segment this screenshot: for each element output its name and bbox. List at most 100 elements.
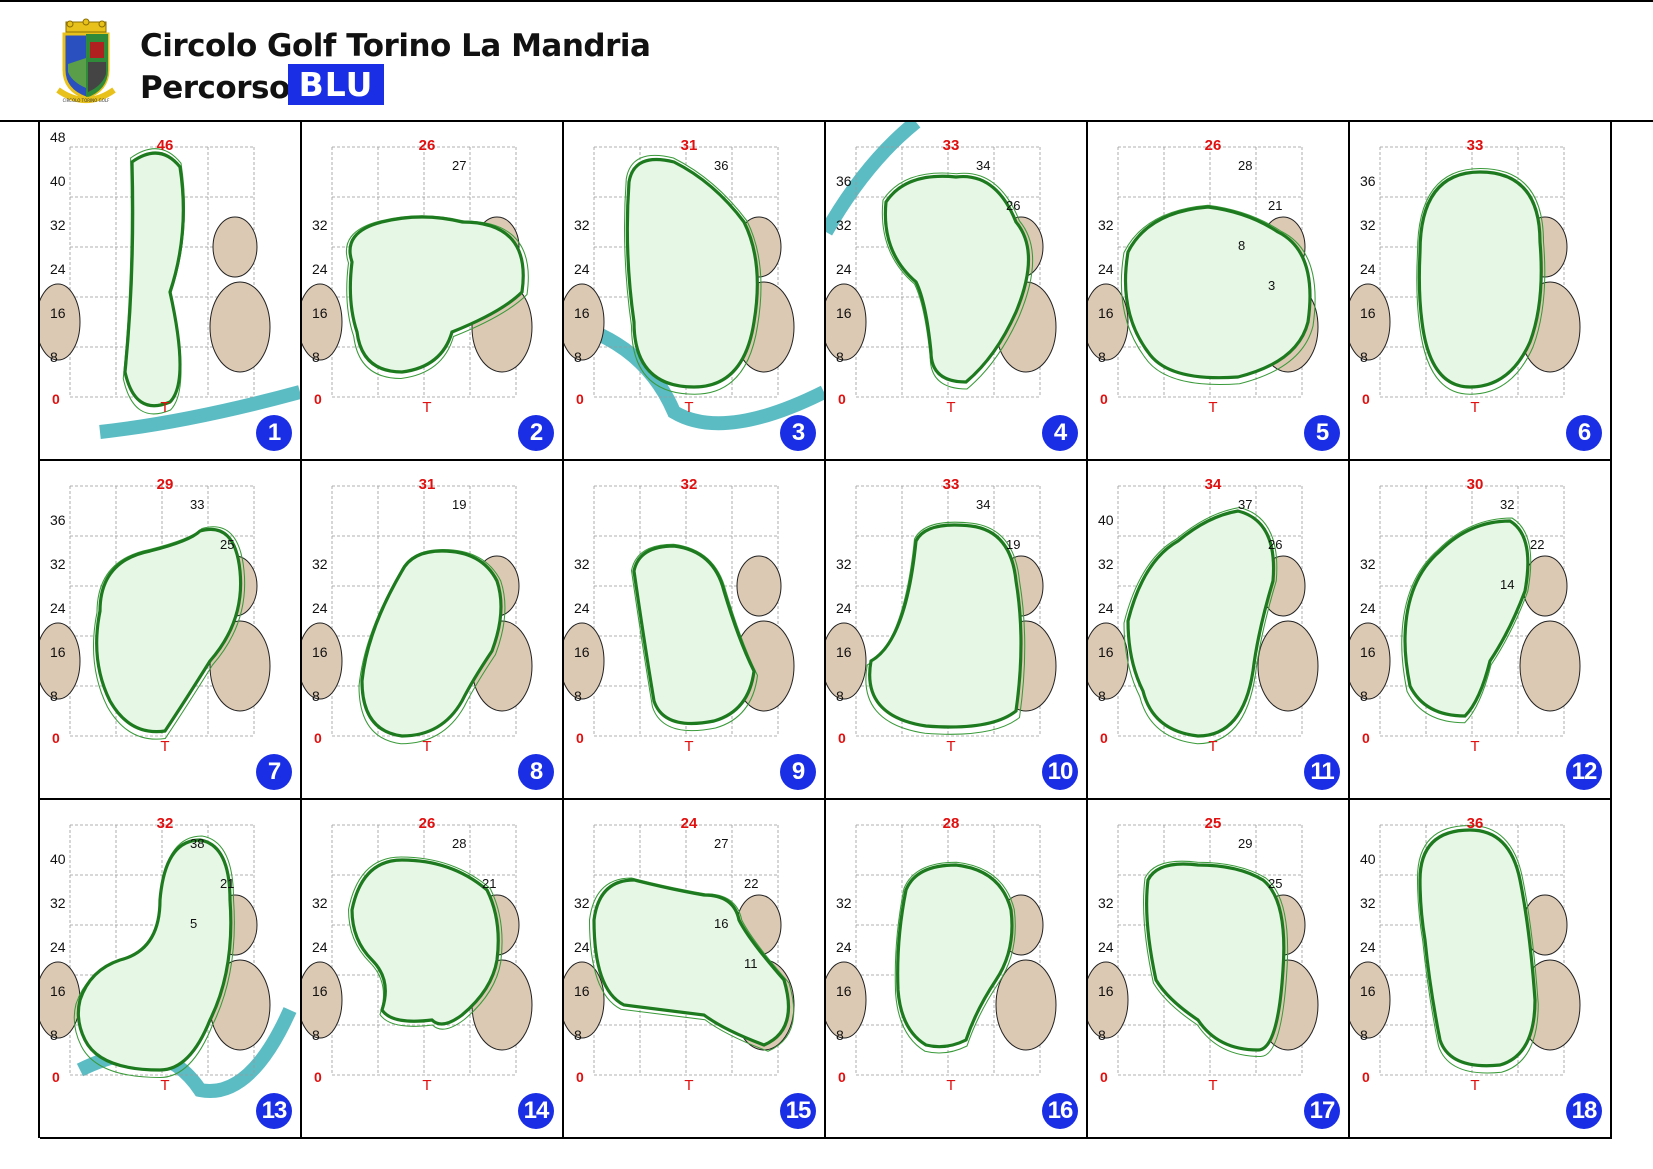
- hole-card-4: 8 16 24 32 36 0 33 34 26 T 4: [826, 122, 1088, 461]
- water-hazard: [564, 315, 824, 431]
- distance-label: 8: [836, 688, 844, 704]
- distance-label: 32: [1098, 217, 1114, 233]
- zero-label: 0: [1362, 730, 1370, 746]
- contour-label: 34: [976, 497, 990, 512]
- front-marker-icon: T: [422, 399, 431, 416]
- distance-label: 32: [574, 217, 590, 233]
- contour-label: 28: [452, 836, 466, 851]
- contour-label: 19: [1006, 537, 1020, 552]
- front-marker-icon: T: [684, 1077, 693, 1094]
- zero-label: 0: [1100, 1069, 1108, 1085]
- hole-number-badge: 10: [1042, 754, 1078, 790]
- green-diagram: 8 16 24 32 0 33 34 19 T: [826, 476, 1057, 755]
- contour-label: 8: [1238, 238, 1245, 253]
- contour-label: 37: [1238, 497, 1252, 512]
- front-marker-icon: T: [422, 1077, 431, 1094]
- header: CIRCOLO TORINO GOLF Circolo Golf Torino …: [0, 0, 1653, 122]
- contour-label: 33: [190, 497, 204, 512]
- logo-text: CIRCOLO TORINO GOLF: [63, 98, 110, 103]
- green-depth-label: 26: [1205, 137, 1222, 154]
- hole-card-5: 8 16 24 32 0 26 28 21 8 3 T 5: [1088, 122, 1350, 461]
- contour-label: 5: [190, 916, 197, 931]
- distance-label: 16: [312, 305, 328, 321]
- zero-label: 0: [52, 730, 60, 746]
- hole-card-7: 8 16 24 32 36 0 29 33 25 T 7: [40, 461, 302, 800]
- bunker: [302, 622, 343, 700]
- distance-label: 24: [312, 261, 328, 277]
- green-outline: [123, 151, 185, 408]
- front-marker-icon: T: [684, 399, 693, 416]
- distance-label: 16: [312, 983, 328, 999]
- distance-label: 32: [50, 895, 66, 911]
- green-diagram: 8 16 24 32 40 0 36 T: [1350, 815, 1581, 1094]
- distance-label: 8: [1360, 349, 1368, 365]
- bunker: [1350, 961, 1391, 1039]
- bunker: [209, 620, 271, 712]
- distance-label: 32: [1360, 217, 1376, 233]
- front-marker-icon: T: [1208, 738, 1217, 755]
- distance-label: 16: [1098, 644, 1114, 660]
- bunker: [1350, 622, 1391, 700]
- distance-label: 32: [836, 217, 852, 233]
- green-diagram: 8 16 24 32 0 26 28 21 T: [302, 815, 533, 1094]
- distance-label: 16: [312, 644, 328, 660]
- green-diagram: 8 16 24 32 36 0 33 T: [1350, 137, 1581, 416]
- distance-label: 32: [312, 217, 328, 233]
- hole-card-1: 8 16 24 32 40 48 0 46 T 1: [40, 122, 302, 461]
- distance-label: 24: [312, 939, 328, 955]
- bunker: [1350, 283, 1391, 361]
- hole-number-badge: 2: [518, 415, 554, 451]
- contour-label: 28: [1238, 158, 1252, 173]
- green-outline: [883, 174, 1031, 384]
- green-outline: [1403, 519, 1530, 718]
- green-diagram: 8 16 24 32 36 0 33 34 26 T: [826, 122, 1057, 416]
- distance-label: 16: [50, 644, 66, 660]
- green-diagram: 8 16 24 32 36 0 29 33 25 T: [40, 476, 271, 755]
- green-depth-label: 33: [1467, 137, 1484, 154]
- distance-label: 16: [50, 983, 66, 999]
- hole-number-badge: 11: [1304, 754, 1340, 790]
- distance-label: 24: [836, 939, 852, 955]
- hole-card-3: 8 16 24 32 0 31 36 T 3: [564, 122, 826, 461]
- distance-label: 8: [50, 1027, 58, 1043]
- hole-number-badge: 7: [256, 754, 292, 790]
- bunker: [1088, 961, 1129, 1039]
- zero-label: 0: [576, 391, 584, 407]
- green-depth-label: 25: [1205, 815, 1222, 832]
- contour-label: 36: [714, 158, 728, 173]
- page-title: Circolo Golf Torino La Mandria: [140, 28, 651, 64]
- zero-label: 0: [838, 730, 846, 746]
- distance-label: 16: [1360, 305, 1376, 321]
- green-outline: [1417, 170, 1543, 389]
- contour-label: 26: [1006, 198, 1020, 213]
- distance-label: 24: [312, 600, 328, 616]
- hole-number-badge: 3: [780, 415, 816, 451]
- contour-label: 38: [190, 836, 204, 851]
- hole-grid: 8 16 24 32 40 48 0 46 T 1 8 16 24 32 0 26 27 T 2 8 16 24 32 0 31…: [40, 122, 1612, 1139]
- green-depth-label: 33: [943, 137, 960, 154]
- distance-label: 16: [1098, 305, 1114, 321]
- bunker: [209, 281, 271, 373]
- hole-card-16: 8 16 24 32 0 28 T 16: [826, 800, 1088, 1139]
- contour-label: 22: [744, 876, 758, 891]
- distance-label: 32: [50, 556, 66, 572]
- hole-card-11: 8 16 24 32 40 0 34 37 26 T 11: [1088, 461, 1350, 800]
- distance-label: 8: [50, 349, 58, 365]
- green-diagram: 8 16 24 32 40 48 0 46 T: [40, 129, 300, 439]
- zero-label: 0: [314, 391, 322, 407]
- contour-label: 27: [452, 158, 466, 173]
- distance-label: 8: [836, 349, 844, 365]
- distance-label: 8: [836, 1027, 844, 1043]
- green-outline: [1418, 828, 1537, 1068]
- bunker: [40, 283, 81, 361]
- distance-label: 24: [1360, 600, 1376, 616]
- distance-label: 32: [312, 895, 328, 911]
- bunker: [40, 622, 81, 700]
- hole-number-badge: 13: [256, 1093, 292, 1129]
- club-crest-icon: CIRCOLO TORINO GOLF: [50, 18, 122, 110]
- water-hazard: [99, 385, 300, 439]
- header-divider: [0, 120, 1653, 122]
- page-subtitle: Percorso: [140, 70, 290, 106]
- zero-label: 0: [576, 1069, 584, 1085]
- green-depth-label: 31: [419, 476, 436, 493]
